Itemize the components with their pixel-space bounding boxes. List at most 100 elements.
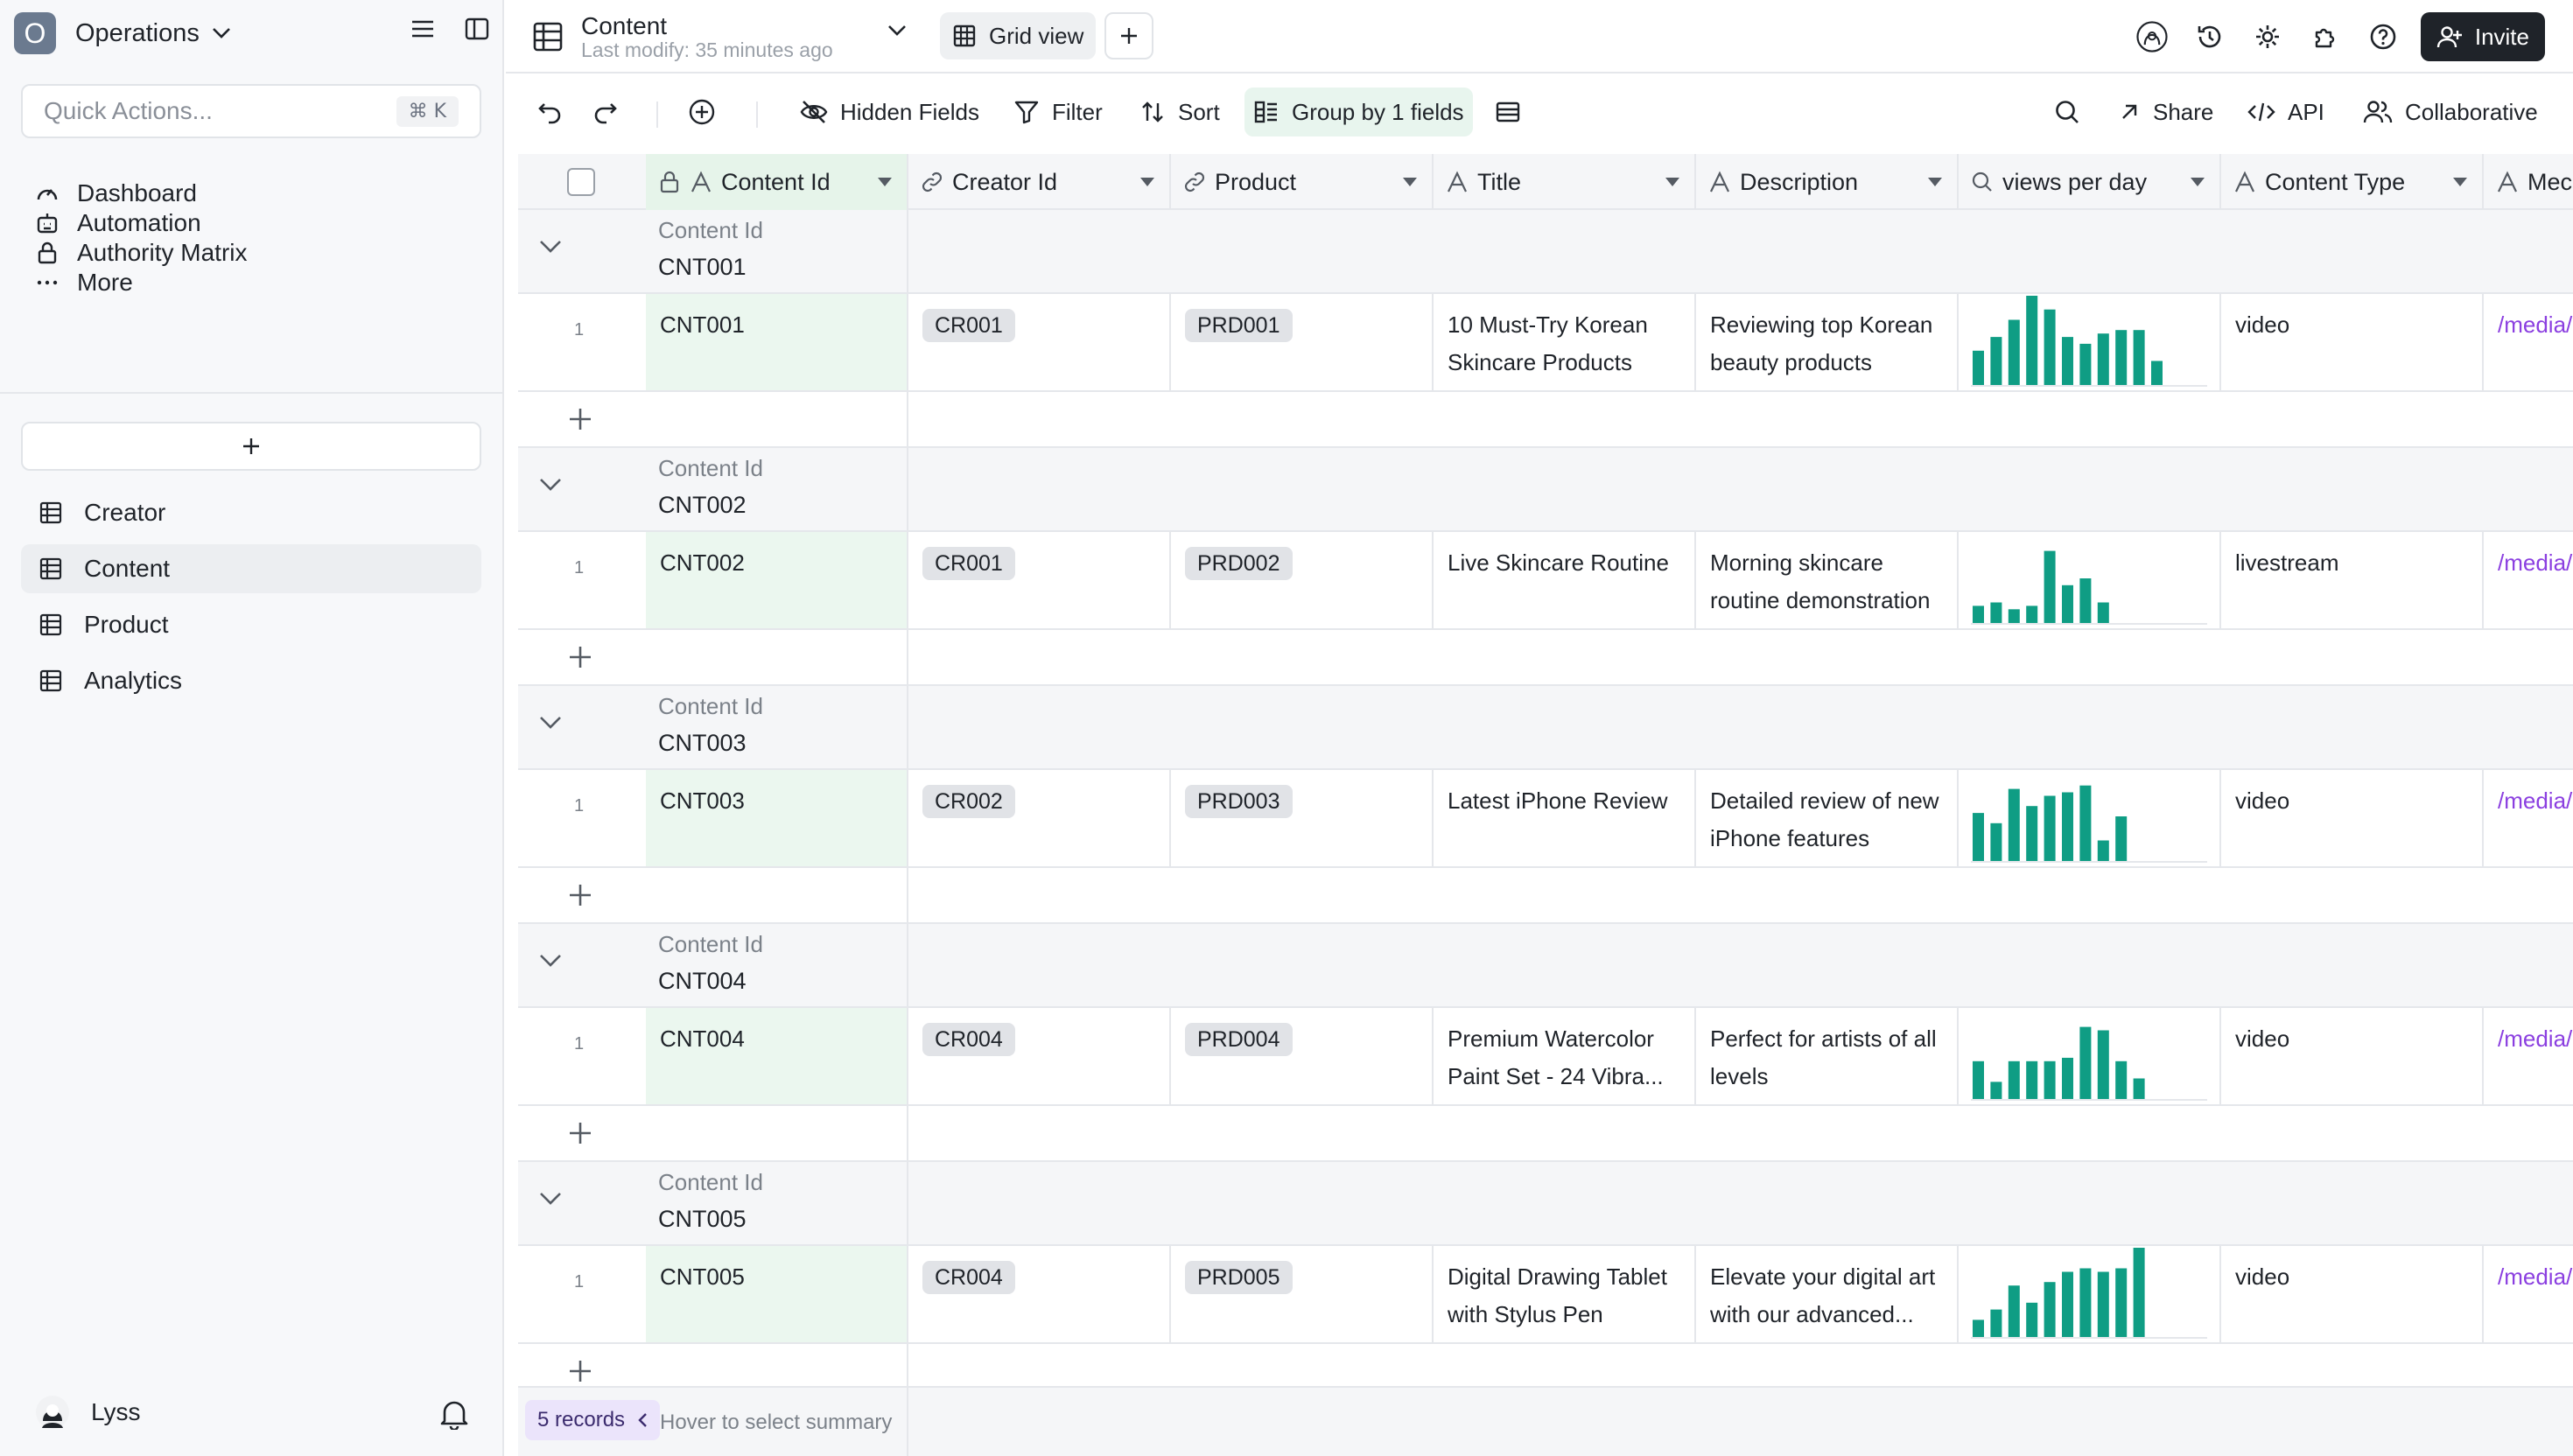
linked-record-tag[interactable]: CR001 xyxy=(922,547,1015,580)
caret-down-icon[interactable] xyxy=(1665,177,1680,187)
caret-down-icon[interactable] xyxy=(1927,177,1943,187)
user-profile[interactable]: Lyss xyxy=(35,1395,141,1430)
cell-content-type[interactable]: video xyxy=(2221,1008,2484,1104)
add-row-button[interactable] xyxy=(567,1120,593,1146)
linked-record-tag[interactable]: CR004 xyxy=(922,1023,1015,1056)
column-header-content-type[interactable]: Content Type xyxy=(2221,154,2484,210)
cell-description[interactable]: Perfect for artists of all levels xyxy=(1696,1008,1959,1104)
column-header-description[interactable]: Description xyxy=(1696,154,1959,210)
column-header-product[interactable]: Product xyxy=(1171,154,1434,210)
collaborative-button[interactable]: Collaborative xyxy=(2354,88,2547,136)
caret-down-icon[interactable] xyxy=(1139,177,1155,187)
cell-content-type[interactable]: video xyxy=(2221,294,2484,390)
history-icon[interactable] xyxy=(2193,16,2226,58)
table-row[interactable]: 1 CNT002 CR001 PRD002 Live Skincare Routine M… xyxy=(518,532,2573,630)
chevron-down-icon[interactable] xyxy=(539,716,562,730)
api-button[interactable]: API xyxy=(2239,88,2333,136)
cell-product[interactable]: PRD001 xyxy=(1171,294,1434,390)
cell-title[interactable]: Digital Drawing Tablet with Stylus Pen xyxy=(1434,1246,1696,1342)
cell-views-per-day[interactable] xyxy=(1959,1246,2221,1342)
group-header[interactable]: Content Id CNT003 xyxy=(518,686,2573,770)
linked-record-tag[interactable]: PRD004 xyxy=(1185,1023,1293,1056)
linked-record-tag[interactable]: PRD003 xyxy=(1185,785,1293,818)
table-row[interactable]: 1 CNT005 CR004 PRD005 Digital Drawing Tablet… xyxy=(518,1246,2573,1344)
cell-creator-id[interactable]: CR004 xyxy=(908,1008,1171,1104)
caret-down-icon[interactable] xyxy=(2190,177,2205,187)
cell-content-type[interactable]: video xyxy=(2221,770,2484,866)
chevron-down-icon[interactable] xyxy=(539,240,562,254)
linked-record-tag[interactable]: PRD001 xyxy=(1185,309,1293,342)
table-row[interactable]: 1 CNT003 CR002 PRD003 Latest iPhone Review De… xyxy=(518,770,2573,868)
linked-record-tag[interactable]: PRD005 xyxy=(1185,1261,1293,1294)
cell-views-per-day[interactable] xyxy=(1959,1008,2221,1104)
search-button[interactable] xyxy=(2044,88,2090,136)
select-all-checkbox[interactable] xyxy=(567,168,595,196)
cell-content-type[interactable]: livestream xyxy=(2221,532,2484,628)
cell-description[interactable]: Detailed review of new iPhone features xyxy=(1696,770,1959,866)
cell-views-per-day[interactable] xyxy=(1959,532,2221,628)
add-row-button[interactable] xyxy=(567,644,593,670)
cell-creator-id[interactable]: CR001 xyxy=(908,532,1171,628)
workspace-switcher[interactable]: O Operations xyxy=(14,10,490,56)
invite-button[interactable]: Invite xyxy=(2420,12,2545,61)
chevron-down-icon[interactable] xyxy=(539,478,562,492)
table-row[interactable]: 1 CNT001 CR001 PRD001 10 Must-Try Korean Ski… xyxy=(518,294,2573,392)
column-header-content-id[interactable]: Content Id xyxy=(646,154,908,210)
group-header[interactable]: Content Id CNT001 xyxy=(518,210,2573,294)
cell-title[interactable]: Latest iPhone Review xyxy=(1434,770,1696,866)
tab-grid-view[interactable]: Grid view xyxy=(940,12,1097,60)
cell-content-id[interactable]: CNT001 xyxy=(646,294,908,390)
cell-views-per-day[interactable] xyxy=(1959,770,2221,866)
group-header[interactable]: Content Id CNT004 xyxy=(518,924,2573,1008)
nav-automation[interactable]: Automation xyxy=(35,199,473,248)
table-row[interactable]: 1 CNT004 CR004 PRD004 Premium Watercolor Pai… xyxy=(518,1008,2573,1106)
table-item-analytics[interactable]: Analytics xyxy=(21,656,481,705)
gear-icon[interactable] xyxy=(2251,16,2284,58)
table-item-product[interactable]: Product xyxy=(21,600,481,649)
cell-content-id[interactable]: CNT003 xyxy=(646,770,908,866)
cell-media[interactable]: /media/.mp4 xyxy=(2484,1246,2573,1342)
cell-media[interactable]: /media/.mp4 xyxy=(2484,770,2573,866)
hidden-fields-button[interactable]: Hidden Fields xyxy=(791,88,988,136)
chevron-down-icon[interactable] xyxy=(887,24,907,37)
help-icon[interactable] xyxy=(2366,16,2400,58)
cell-product[interactable]: PRD005 xyxy=(1171,1246,1434,1342)
cell-creator-id[interactable]: CR001 xyxy=(908,294,1171,390)
add-row-button[interactable] xyxy=(567,882,593,908)
chevron-down-icon[interactable] xyxy=(539,1192,562,1206)
group-header[interactable]: Content Id CNT005 xyxy=(518,1162,2573,1246)
quick-actions-input[interactable]: Quick Actions... ⌘ K xyxy=(21,84,481,138)
group-by-button[interactable]: Group by 1 fields xyxy=(1244,88,1473,136)
cell-description[interactable]: Morning skincare routine demonstration xyxy=(1696,532,1959,628)
row-height-button[interactable] xyxy=(1486,88,1530,136)
menu-icon[interactable] xyxy=(410,16,436,42)
cell-title[interactable]: Live Skincare Routine xyxy=(1434,532,1696,628)
cell-description[interactable]: Elevate your digital art with our advanc… xyxy=(1696,1246,1959,1342)
sort-button[interactable]: Sort xyxy=(1131,88,1229,136)
cell-title[interactable]: Premium Watercolor Paint Set - 24 Vibra.… xyxy=(1434,1008,1696,1104)
add-row-button[interactable] xyxy=(567,406,593,432)
ai-assistant-icon[interactable] xyxy=(2135,16,2169,58)
column-header-views-per-day[interactable]: views per day xyxy=(1959,154,2221,210)
cell-media[interactable]: /media/mp4 xyxy=(2484,294,2573,390)
sidebar-toggle-icon[interactable] xyxy=(464,16,490,42)
cell-content-id[interactable]: CNT004 xyxy=(646,1008,908,1104)
redo-button[interactable] xyxy=(583,88,627,136)
table-item-content[interactable]: Content xyxy=(21,544,481,593)
linked-record-tag[interactable]: PRD002 xyxy=(1185,547,1293,580)
cell-creator-id[interactable]: CR002 xyxy=(908,770,1171,866)
add-record-button[interactable] xyxy=(679,88,725,136)
cell-product[interactable]: PRD002 xyxy=(1171,532,1434,628)
cell-title[interactable]: 10 Must-Try Korean Skincare Products xyxy=(1434,294,1696,390)
chevron-down-icon[interactable] xyxy=(539,954,562,968)
column-header-media[interactable]: Mec xyxy=(2484,154,2573,210)
add-table-button[interactable] xyxy=(21,422,481,471)
nav-more[interactable]: More xyxy=(35,258,473,307)
linked-record-tag[interactable]: CR002 xyxy=(922,785,1015,818)
bell-icon[interactable] xyxy=(439,1398,469,1430)
caret-down-icon[interactable] xyxy=(1402,177,1418,187)
column-header-creator-id[interactable]: Creator Id xyxy=(908,154,1171,210)
nav-authority-matrix[interactable]: Authority Matrix xyxy=(35,228,473,277)
add-view-button[interactable] xyxy=(1104,12,1153,60)
record-count[interactable]: 5 records xyxy=(525,1400,661,1440)
